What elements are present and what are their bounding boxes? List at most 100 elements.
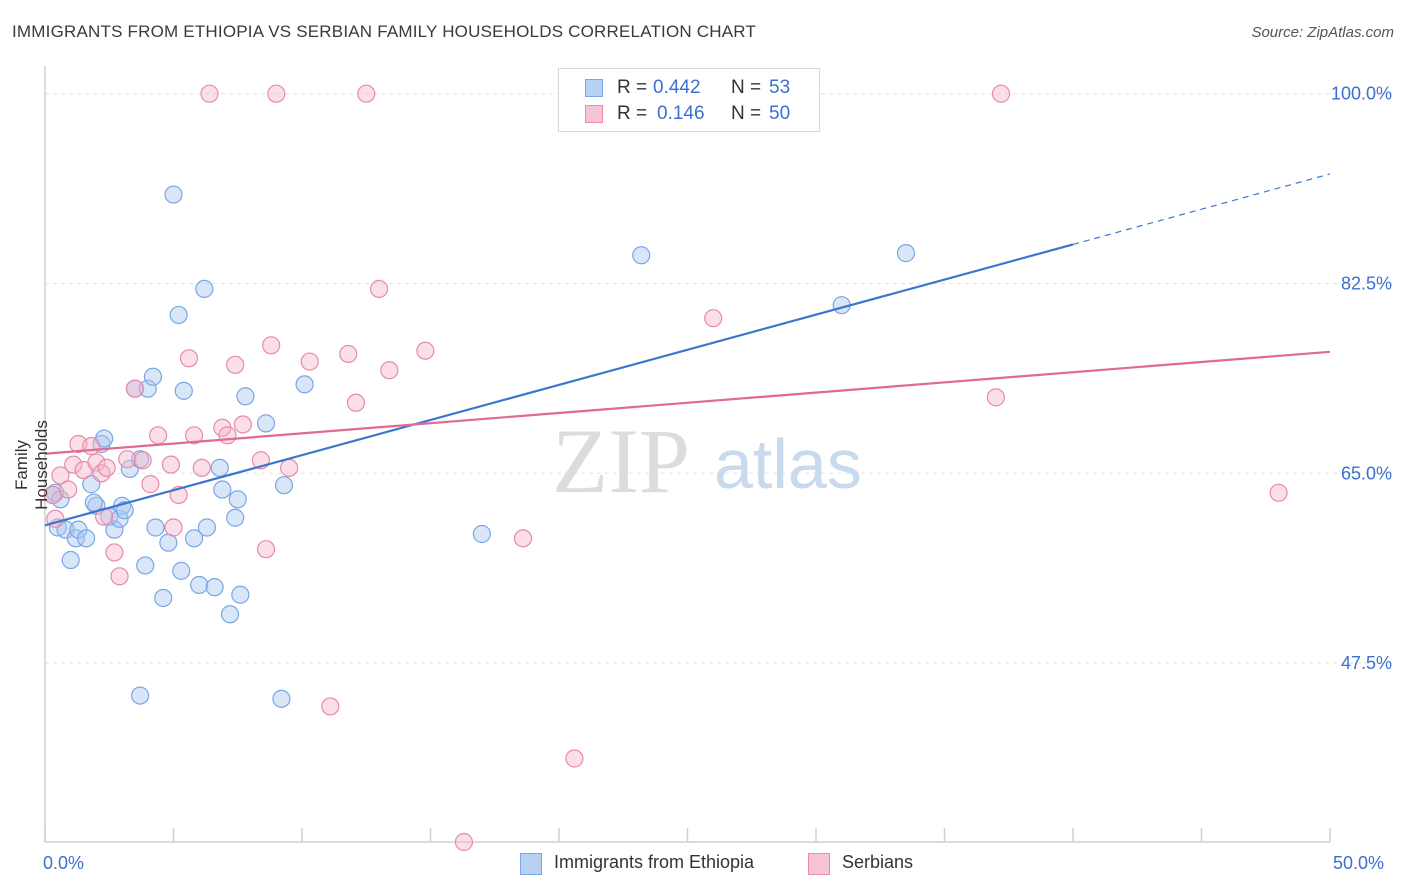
ethiopia-point bbox=[115, 501, 134, 520]
bottom-legend-label-serbians: Serbians bbox=[842, 852, 914, 872]
ethiopia-point bbox=[231, 585, 250, 604]
legend-swatch-ethiopia bbox=[585, 79, 603, 97]
y-tick-label: 100.0% bbox=[1331, 84, 1392, 104]
serbians-point bbox=[133, 451, 152, 470]
serbians-point bbox=[991, 84, 1011, 103]
ethiopia-point bbox=[272, 689, 291, 708]
serbians-point bbox=[565, 749, 584, 768]
ethiopia-point bbox=[77, 529, 96, 548]
serbians-point bbox=[300, 352, 319, 371]
legend-r-label: R = bbox=[617, 103, 648, 124]
ethiopia-point bbox=[896, 244, 916, 263]
chart-title: IMMIGRANTS FROM ETHIOPIA VS SERBIAN FAMI… bbox=[12, 22, 757, 41]
serbians-point bbox=[339, 344, 358, 364]
serbians-point bbox=[226, 355, 245, 374]
serbians-point bbox=[184, 426, 204, 445]
ethiopia-point bbox=[190, 575, 209, 595]
series-serbians-points bbox=[43, 84, 1288, 852]
gridlines bbox=[45, 93, 1392, 664]
x-tick-label-right: 50.0% bbox=[1333, 853, 1385, 873]
ethiopia-point bbox=[130, 686, 150, 705]
watermark: ZIP atlas bbox=[552, 410, 862, 512]
y-tick-label: 47.5% bbox=[1341, 653, 1392, 673]
serbians-point bbox=[256, 540, 276, 559]
bottom-legend-swatch-serbians bbox=[808, 853, 830, 875]
serbians-point bbox=[1269, 483, 1288, 502]
serbians-point bbox=[87, 453, 106, 472]
serbians-point bbox=[82, 437, 101, 456]
serbians-point bbox=[454, 832, 474, 852]
x-tick-label-left: 0.0% bbox=[43, 853, 85, 873]
axes bbox=[44, 66, 1331, 843]
ethiopia-point bbox=[174, 381, 193, 400]
ethiopia-point bbox=[195, 279, 214, 299]
serbians-point bbox=[148, 426, 168, 445]
ethiopia-point bbox=[228, 490, 247, 509]
serbians-point bbox=[179, 349, 199, 368]
ethiopia-point bbox=[274, 476, 294, 495]
ethiopia-point bbox=[136, 556, 155, 575]
y-tick-label: 65.0% bbox=[1341, 463, 1392, 483]
serbians-point bbox=[59, 480, 78, 499]
legend-r-label: R = bbox=[617, 77, 648, 98]
serbians-point bbox=[346, 393, 366, 412]
source-credit: Source: ZipAtlas.com bbox=[1251, 24, 1394, 41]
serbians-point bbox=[380, 361, 399, 380]
ethiopia-point bbox=[236, 387, 255, 406]
ethiopia-point bbox=[61, 550, 80, 570]
ethiopia-point bbox=[143, 367, 163, 386]
trend-lines bbox=[44, 173, 1331, 527]
ethiopia-point bbox=[184, 529, 204, 548]
ethiopia-point bbox=[256, 414, 276, 433]
ethiopia-point bbox=[226, 508, 245, 527]
ethiopia-point bbox=[220, 605, 240, 624]
serbians-point bbox=[704, 309, 723, 328]
serbians-point bbox=[92, 464, 111, 483]
serbians-point bbox=[986, 388, 1006, 407]
serbians-point bbox=[233, 415, 252, 434]
serbians-point bbox=[357, 84, 376, 103]
serbians-point bbox=[200, 84, 219, 103]
serbians-point bbox=[513, 529, 533, 548]
serbians-point bbox=[262, 336, 281, 355]
bottom-legend-swatch-ethiopia bbox=[520, 853, 542, 875]
ethiopia-point bbox=[164, 185, 183, 204]
y-tick-label: 82.5% bbox=[1341, 273, 1392, 293]
serbians-point bbox=[267, 84, 286, 103]
serbians-point bbox=[64, 455, 83, 474]
ethiopia-point bbox=[105, 520, 124, 539]
serbians-point bbox=[218, 426, 237, 445]
legend-swatch-serbians bbox=[585, 105, 603, 123]
trend-line-serbians bbox=[44, 350, 1331, 455]
ethiopia-point bbox=[138, 379, 157, 398]
y-tick-labels: 100.0% 82.5% 65.0% 47.5% bbox=[1331, 84, 1392, 673]
serbians-point bbox=[105, 543, 124, 562]
serbians-point bbox=[321, 697, 340, 716]
ethiopia-point bbox=[295, 375, 314, 394]
ethiopia-point bbox=[210, 458, 229, 477]
serbians-point bbox=[118, 450, 137, 469]
legend-n-label: N = bbox=[731, 103, 762, 124]
watermark-atlas: atlas bbox=[714, 425, 862, 503]
correlation-legend: R = 0.442 N = 53 R = 0.146 N = 50 bbox=[558, 68, 820, 132]
serbians-point bbox=[141, 475, 160, 494]
trend-line-ethiopia bbox=[44, 243, 1074, 527]
ethiopia-point bbox=[213, 480, 232, 499]
bottom-legend-label-ethiopia: Immigrants from Ethiopia bbox=[554, 852, 755, 872]
legend-r-value-ethiopia: 0.442 bbox=[653, 77, 701, 98]
legend-n-value-ethiopia: 53 bbox=[769, 77, 791, 98]
legend-n-value-serbians: 50 bbox=[769, 103, 791, 124]
serbians-point bbox=[125, 379, 145, 398]
ethiopia-point bbox=[84, 493, 103, 512]
ethiopia-point bbox=[632, 246, 651, 265]
serbians-point bbox=[51, 466, 70, 485]
serbians-point bbox=[161, 455, 181, 474]
serbians-point bbox=[416, 341, 435, 360]
ethiopia-point bbox=[197, 518, 217, 537]
serbians-point bbox=[110, 567, 129, 586]
ethiopia-point bbox=[146, 518, 165, 537]
trend-line-ethiopia-extension bbox=[1072, 173, 1331, 246]
ethiopia-point bbox=[172, 561, 191, 580]
legend-r-value-serbians: 0.146 bbox=[657, 103, 705, 124]
